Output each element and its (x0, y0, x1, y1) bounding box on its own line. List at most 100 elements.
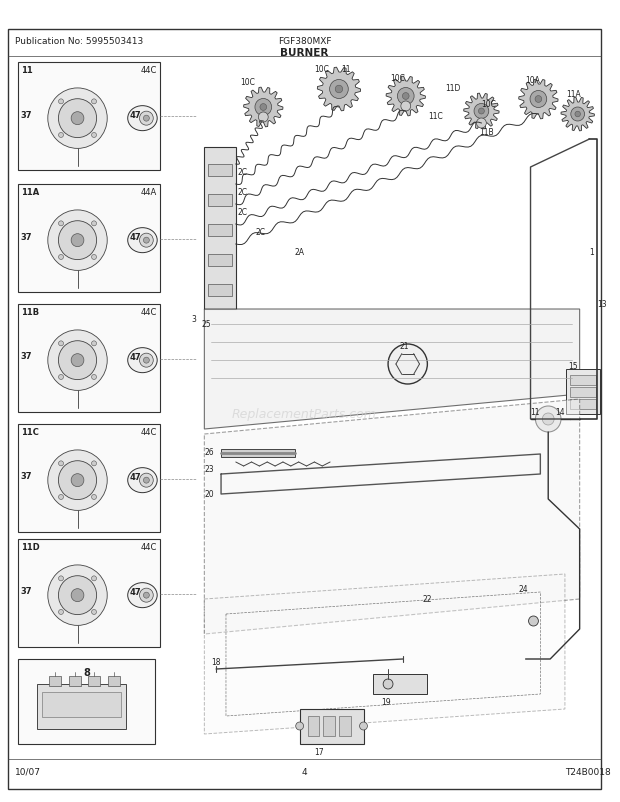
Circle shape (58, 342, 97, 380)
Text: 47: 47 (130, 472, 141, 481)
Text: 11B: 11B (479, 128, 494, 137)
Text: 14: 14 (555, 407, 565, 416)
Text: 24: 24 (519, 585, 528, 593)
Ellipse shape (128, 468, 157, 493)
Text: 2C: 2C (237, 168, 248, 176)
Text: 21: 21 (400, 342, 409, 350)
Circle shape (48, 211, 107, 271)
Circle shape (92, 255, 97, 260)
Circle shape (58, 461, 63, 466)
Circle shape (397, 88, 414, 105)
Text: 3: 3 (192, 314, 197, 323)
Bar (373, 674, 427, 695)
Text: 11: 11 (341, 65, 350, 74)
Circle shape (388, 345, 427, 384)
Polygon shape (205, 310, 580, 429)
Circle shape (143, 477, 149, 484)
Circle shape (474, 104, 489, 119)
Circle shape (360, 722, 368, 730)
Bar (18, 184, 160, 293)
Text: 10C: 10C (241, 78, 255, 87)
Text: 11A: 11A (566, 90, 581, 99)
Circle shape (296, 722, 304, 730)
Text: 2A: 2A (294, 248, 305, 257)
Circle shape (48, 330, 107, 391)
Text: 10C: 10C (481, 100, 496, 109)
Circle shape (58, 255, 63, 260)
Circle shape (58, 495, 63, 500)
Ellipse shape (128, 348, 157, 373)
Text: 10C: 10C (390, 74, 405, 83)
Bar (570, 387, 596, 398)
Bar (18, 424, 160, 533)
Circle shape (92, 576, 97, 581)
Text: 2C: 2C (237, 188, 248, 196)
Text: Publication No: 5995503413: Publication No: 5995503413 (15, 37, 143, 46)
Text: 25: 25 (202, 320, 211, 329)
Circle shape (71, 354, 84, 367)
Text: 11D: 11D (20, 542, 40, 551)
Ellipse shape (128, 229, 157, 253)
Circle shape (477, 119, 486, 129)
Bar (208, 195, 232, 207)
Circle shape (92, 221, 97, 227)
Bar (339, 716, 351, 736)
Bar (570, 399, 596, 410)
Bar (208, 255, 232, 267)
Polygon shape (205, 574, 565, 734)
Polygon shape (317, 68, 361, 111)
Bar (566, 370, 600, 415)
Circle shape (542, 414, 554, 426)
Circle shape (92, 610, 97, 614)
Circle shape (143, 238, 149, 244)
Polygon shape (464, 94, 499, 130)
Polygon shape (561, 98, 595, 132)
Circle shape (58, 576, 97, 615)
Text: 44C: 44C (141, 427, 157, 436)
Bar (18, 659, 155, 744)
Bar (49, 676, 61, 687)
Text: 47: 47 (130, 352, 141, 361)
Text: 13: 13 (597, 300, 607, 309)
Bar (299, 709, 363, 744)
Circle shape (401, 102, 410, 111)
Text: 44C: 44C (141, 542, 157, 551)
Circle shape (140, 112, 153, 126)
Circle shape (535, 96, 542, 103)
Text: 18: 18 (211, 657, 221, 666)
Bar (323, 716, 335, 736)
Polygon shape (386, 77, 425, 117)
Circle shape (529, 616, 538, 626)
Text: 8: 8 (83, 667, 90, 677)
Bar (308, 716, 319, 736)
Circle shape (71, 589, 84, 602)
Circle shape (71, 474, 84, 487)
Circle shape (92, 461, 97, 466)
Circle shape (48, 451, 107, 511)
Polygon shape (244, 88, 283, 128)
Circle shape (92, 495, 97, 500)
Circle shape (571, 107, 585, 122)
Text: 26: 26 (205, 448, 214, 456)
Text: 44C: 44C (141, 66, 157, 75)
Text: 37: 37 (20, 352, 32, 361)
Circle shape (58, 610, 63, 614)
Text: 44A: 44A (141, 188, 157, 196)
Ellipse shape (128, 107, 157, 132)
Text: 11C: 11C (20, 427, 38, 436)
Text: 47: 47 (130, 111, 141, 119)
Circle shape (92, 133, 97, 138)
Bar (208, 285, 232, 297)
Circle shape (255, 99, 272, 116)
Text: 10A: 10A (526, 76, 541, 85)
Bar (18, 63, 160, 171)
Text: 44C: 44C (141, 308, 157, 317)
Text: BURNER: BURNER (280, 48, 329, 58)
Polygon shape (519, 80, 558, 119)
Text: 37: 37 (20, 472, 32, 481)
Circle shape (58, 99, 63, 105)
Circle shape (402, 94, 409, 100)
Text: 22: 22 (422, 594, 432, 603)
Bar (42, 692, 121, 717)
Text: 37: 37 (20, 587, 32, 596)
